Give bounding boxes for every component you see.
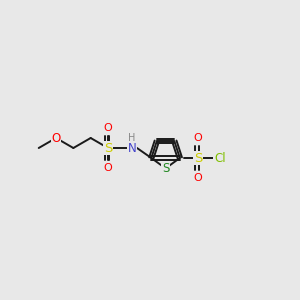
Text: S: S [104,142,112,154]
Text: S: S [194,152,202,164]
Text: O: O [194,173,202,183]
Text: O: O [194,133,202,143]
Text: O: O [51,131,61,145]
Text: H: H [128,133,136,143]
Text: Cl: Cl [214,152,226,164]
Text: O: O [103,163,112,173]
Text: S: S [162,162,169,175]
Text: N: N [128,142,136,154]
Text: O: O [103,123,112,133]
